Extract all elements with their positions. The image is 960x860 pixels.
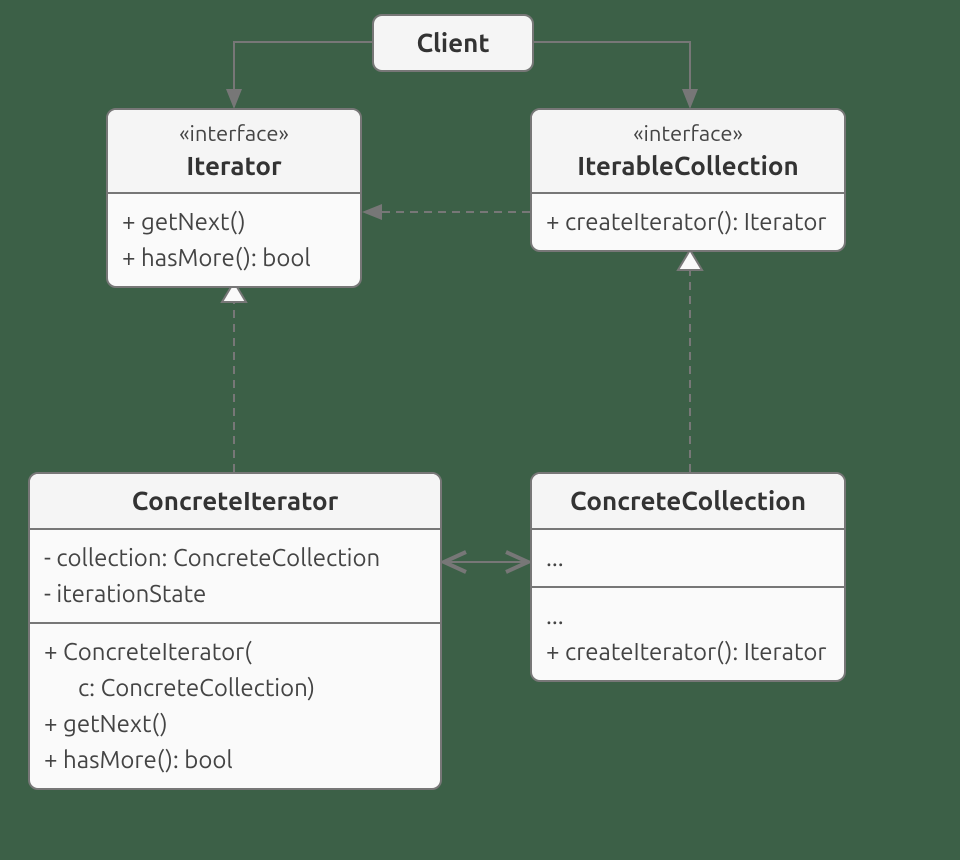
method-row: + hasMore(): bool: [44, 742, 426, 778]
edge-client-iterable: [534, 42, 690, 107]
iterator-stereotype: «interface»: [122, 120, 346, 149]
attr-row: ...: [546, 540, 830, 576]
edge-client-iterator: [234, 42, 372, 107]
concrete-collection-methods: ... + createIterator(): Iterator: [532, 588, 844, 680]
method-row: + getNext(): [122, 204, 346, 240]
concrete-iterator-methods: + ConcreteIterator( c: ConcreteCollectio…: [30, 624, 440, 788]
hollow-arrow-icon: [678, 250, 702, 270]
iterable-box: «interface» IterableCollection + createI…: [530, 108, 846, 252]
client-name: Client: [388, 26, 518, 60]
concrete-iterator-name: ConcreteIterator: [44, 484, 426, 518]
method-row-cont: c: ConcreteCollection): [44, 670, 426, 706]
concrete-collection-header: ConcreteCollection: [532, 474, 844, 530]
attr-row: - iterationState: [44, 576, 426, 612]
concrete-iterator-box: ConcreteIterator - collection: ConcreteC…: [28, 472, 442, 790]
method-row: ...: [546, 598, 830, 634]
iterator-header: «interface» Iterator: [108, 110, 360, 194]
iterable-stereotype: «interface»: [546, 120, 830, 149]
method-row: + hasMore(): bool: [122, 240, 346, 276]
iterator-name: Iterator: [122, 149, 346, 183]
concrete-collection-box: ConcreteCollection ... ... + createItera…: [530, 472, 846, 682]
attr-row: - collection: ConcreteCollection: [44, 540, 426, 576]
uml-diagram: Iterator (dashed) --> Client «interface»…: [0, 0, 960, 860]
concrete-collection-attrs: ...: [532, 530, 844, 588]
method-row: + createIterator(): Iterator: [546, 634, 830, 670]
method-row: + createIterator(): Iterator: [546, 204, 830, 240]
concrete-collection-name: ConcreteCollection: [546, 484, 830, 518]
iterable-methods: + createIterator(): Iterator: [532, 194, 844, 250]
concrete-iterator-attrs: - collection: ConcreteCollection - itera…: [30, 530, 440, 624]
method-row: + ConcreteIterator(: [44, 634, 426, 670]
iterable-name: IterableCollection: [546, 149, 830, 183]
client-header: Client: [374, 16, 532, 70]
client-box: Client: [372, 14, 534, 72]
concrete-iterator-header: ConcreteIterator: [30, 474, 440, 530]
iterator-box: «interface» Iterator + getNext() + hasMo…: [106, 108, 362, 288]
iterable-header: «interface» IterableCollection: [532, 110, 844, 194]
iterator-methods: + getNext() + hasMore(): bool: [108, 194, 360, 286]
method-row: + getNext(): [44, 706, 426, 742]
